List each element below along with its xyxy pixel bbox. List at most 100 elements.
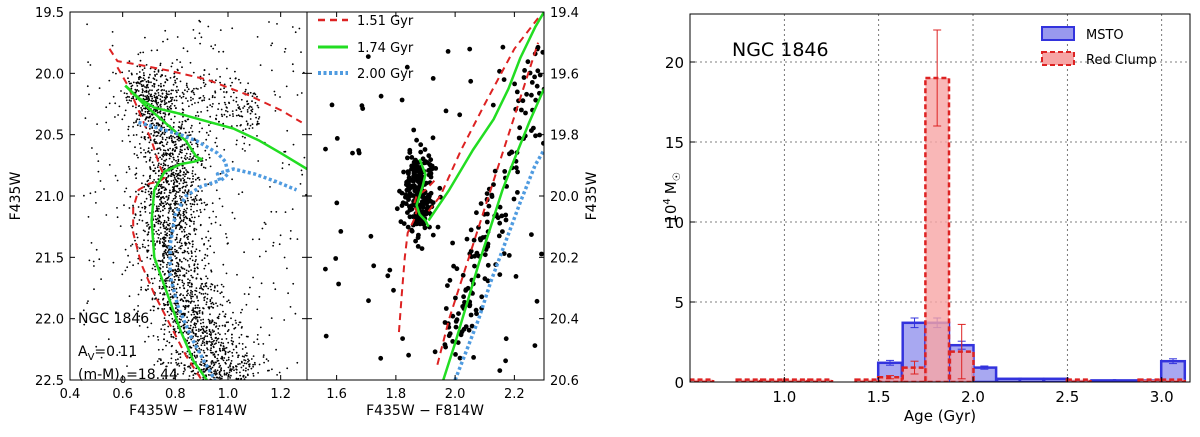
star-point	[160, 106, 162, 108]
star-point	[128, 207, 131, 209]
star-point	[183, 234, 186, 237]
star-point	[519, 107, 524, 113]
star-point	[236, 139, 238, 142]
star-point	[246, 100, 249, 103]
star-point	[143, 239, 145, 242]
star-point	[202, 166, 205, 169]
star-point	[184, 119, 187, 122]
star-point	[250, 106, 253, 108]
star-point	[225, 373, 228, 376]
star-point	[166, 107, 169, 110]
star-point	[147, 190, 150, 193]
star-point	[201, 99, 204, 102]
star-point	[205, 303, 208, 306]
star-point	[187, 299, 189, 302]
star-point	[154, 74, 156, 76]
star-point	[200, 348, 203, 351]
star-point	[503, 336, 509, 342]
star-point	[521, 75, 527, 80]
star-point	[433, 166, 439, 171]
x-tick-label: 3.0	[1150, 388, 1174, 406]
star-point	[171, 263, 174, 266]
star-point	[162, 361, 165, 364]
star-point	[175, 337, 177, 340]
star-point	[479, 294, 485, 300]
star-point	[118, 105, 121, 108]
star-point	[196, 295, 198, 298]
star-point	[244, 150, 246, 152]
star-point	[175, 238, 178, 240]
star-point	[197, 176, 200, 179]
star-point	[216, 357, 219, 360]
star-point	[209, 245, 212, 248]
star-point	[162, 293, 164, 296]
star-point	[173, 176, 176, 179]
star-point	[135, 190, 137, 193]
star-point	[235, 143, 238, 146]
star-point	[167, 212, 170, 214]
star-point	[238, 336, 241, 339]
star-point	[415, 244, 421, 249]
star-point	[300, 169, 303, 172]
star-point	[156, 95, 158, 98]
star-point	[190, 370, 193, 373]
star-point	[194, 304, 197, 307]
star-point	[165, 158, 168, 161]
star-point	[191, 259, 194, 262]
star-point	[204, 369, 207, 372]
star-point	[212, 306, 214, 309]
star-point	[158, 233, 161, 236]
star-point	[160, 85, 162, 88]
star-point	[181, 191, 184, 194]
star-point	[211, 329, 214, 331]
star-point	[168, 128, 171, 131]
star-point	[210, 336, 213, 339]
red-clump-bar	[690, 378, 715, 382]
star-point	[162, 252, 165, 255]
star-point	[184, 210, 187, 212]
star-point	[172, 321, 175, 323]
star-point	[187, 252, 190, 255]
star-point	[179, 356, 182, 359]
star-point	[163, 317, 166, 319]
star-point	[186, 250, 189, 253]
star-point	[147, 136, 150, 139]
star-point	[114, 102, 117, 105]
star-point	[187, 365, 189, 368]
star-point	[451, 263, 456, 269]
star-point	[185, 223, 188, 226]
star-point	[496, 233, 502, 239]
star-point	[156, 109, 159, 112]
star-point	[168, 90, 170, 93]
star-point	[153, 277, 156, 280]
star-point	[208, 387, 210, 389]
star-point	[177, 191, 180, 194]
star-point	[248, 365, 251, 368]
star-point	[180, 125, 183, 127]
star-point	[150, 240, 153, 243]
star-point	[292, 143, 295, 146]
star-point	[141, 91, 144, 94]
star-point	[142, 72, 145, 74]
star-point	[179, 170, 182, 173]
star-point	[247, 92, 250, 95]
star-point	[276, 374, 278, 376]
star-point	[153, 223, 156, 226]
star-point	[252, 372, 255, 375]
star-point	[486, 203, 492, 209]
star-point	[247, 358, 249, 361]
star-point	[246, 394, 248, 396]
star-point	[203, 341, 206, 344]
star-point	[205, 159, 208, 161]
star-point	[181, 281, 184, 284]
star-point	[188, 356, 191, 359]
star-point	[137, 262, 140, 265]
star-point	[181, 244, 183, 247]
star-point	[406, 181, 411, 186]
star-point	[160, 82, 162, 85]
star-point	[205, 275, 208, 278]
star-point	[166, 254, 169, 257]
star-point	[202, 340, 204, 343]
star-point	[211, 366, 214, 369]
star-point	[176, 373, 179, 375]
